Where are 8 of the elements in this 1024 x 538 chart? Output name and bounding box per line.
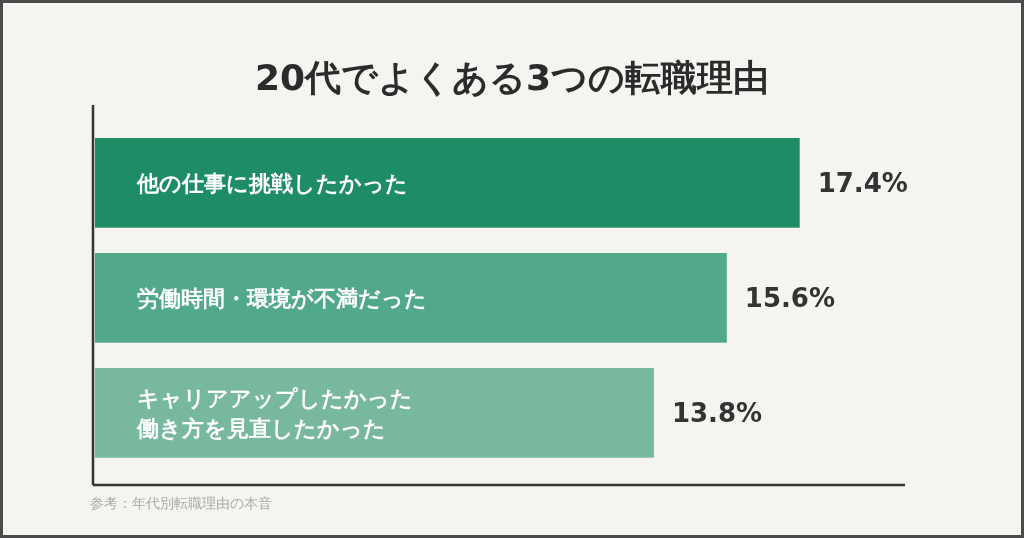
y-tick-label: キャリアアップしたかった働き方を見直したかった <box>136 386 413 441</box>
data-label: 17.4% <box>817 167 908 198</box>
data-label: 15.6% <box>744 282 835 313</box>
chart-title: 20代でよくある3つの転職理由 <box>254 57 770 98</box>
data-label: 13.8% <box>671 397 763 428</box>
y-tick-label: 他の仕事に挑戦したかった <box>136 170 408 196</box>
text: 参考：年代別転職理由の本音 <box>90 495 272 511</box>
y-tick-label: 労働時間・環境が不満だった <box>137 285 427 311</box>
